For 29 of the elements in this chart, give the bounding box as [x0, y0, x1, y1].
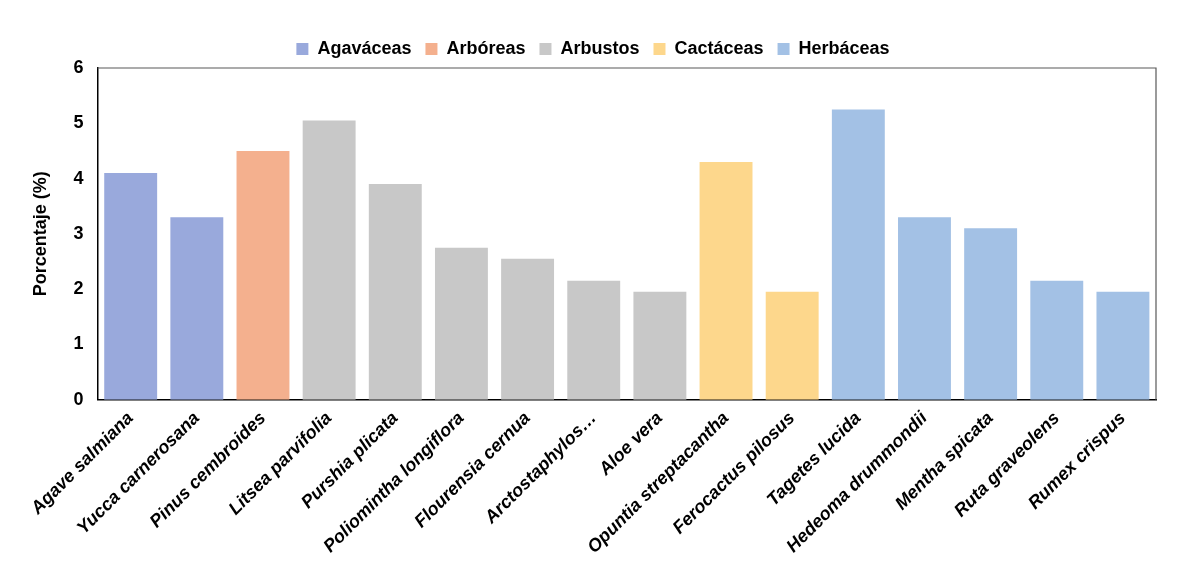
bar	[633, 291, 687, 400]
y-tick-label: 3	[73, 222, 84, 243]
bar	[1030, 280, 1084, 400]
y-tick-label: 2	[73, 278, 84, 299]
bar	[434, 247, 488, 400]
y-tick-label: 0	[73, 388, 84, 409]
bar	[1096, 291, 1150, 400]
y-tick-label: 4	[73, 167, 84, 188]
bar	[898, 217, 951, 400]
bar	[236, 150, 290, 400]
bar	[501, 258, 555, 400]
legend-label: Arbóreas	[446, 37, 526, 58]
bar	[765, 291, 819, 400]
y-axis-title: Porcentaje (%)	[29, 171, 50, 297]
legend-label: Arbustos	[560, 37, 640, 58]
bar	[964, 228, 1018, 400]
legend-label: Herbáceas	[798, 37, 890, 58]
bar	[567, 280, 621, 400]
legend-label: Cactáceas	[674, 37, 764, 58]
legend-label: Agaváceas	[317, 37, 412, 58]
bar	[302, 120, 356, 400]
bar	[831, 109, 885, 400]
bar	[170, 217, 224, 400]
y-tick-label: 1	[73, 333, 84, 354]
y-tick-label: 5	[73, 112, 84, 133]
bar	[368, 184, 422, 400]
bar	[699, 161, 753, 400]
y-tick-label: 6	[73, 56, 84, 77]
bar	[104, 173, 158, 400]
